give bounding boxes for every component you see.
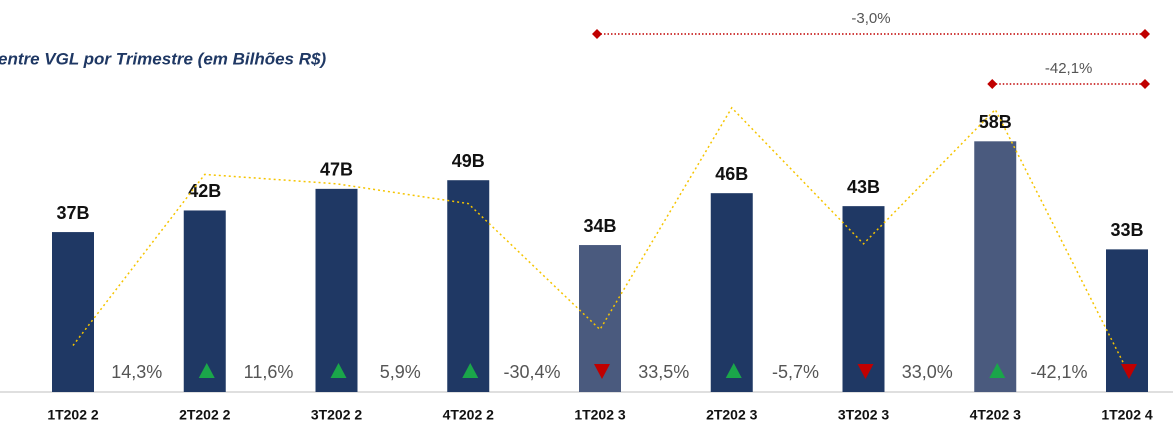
growth-line: [72, 106, 1128, 371]
bar-value-label: 47B: [320, 160, 353, 180]
bar-value-label: 34B: [583, 216, 616, 236]
bar: [842, 206, 885, 392]
x-tick-label: 3T202 2: [311, 407, 363, 423]
bar: [974, 141, 1017, 392]
growth-label: -30,4%: [503, 362, 560, 382]
x-tick-label: 4T202 2: [443, 407, 495, 423]
x-tick-label: 2T202 2: [179, 407, 231, 423]
growth-label: 33,5%: [638, 362, 689, 382]
bar-value-label: 42B: [188, 181, 221, 201]
growth-up-arrow: [330, 363, 347, 378]
bar-value-label: 46B: [715, 164, 748, 184]
growth-label: 14,3%: [111, 362, 162, 382]
bar: [183, 210, 226, 392]
x-tick-label: 3T202 3: [838, 407, 890, 423]
x-tick-label: 4T202 3: [970, 407, 1022, 423]
growth-down-arrow: [1121, 364, 1137, 379]
growth-up-arrow: [462, 363, 479, 378]
growth-label: 5,9%: [380, 362, 421, 382]
bar-value-label: 49B: [452, 151, 485, 171]
growth-label: 11,6%: [244, 362, 294, 382]
x-tick-label: 2T202 3: [706, 407, 758, 423]
growth-up-arrow: [725, 363, 742, 378]
annotation-diamond: [1140, 79, 1150, 89]
x-tick-label: 1T202 4: [1101, 407, 1153, 423]
annotation-label: -42,1%: [1045, 60, 1093, 77]
growth-down-arrow: [857, 364, 874, 379]
bar-value-label: 37B: [56, 203, 89, 223]
bar-value-label: 33B: [1110, 220, 1143, 240]
bar: [447, 180, 490, 392]
growth-label: -5,7%: [772, 362, 819, 382]
growth-label: 33,0%: [902, 362, 953, 382]
annotation-diamond: [592, 29, 602, 39]
growth-up-arrow: [198, 363, 215, 378]
chart-title: entre VGL por Trimestre (em Bilhões R$): [0, 49, 326, 68]
bar: [710, 193, 753, 392]
bar: [52, 232, 94, 392]
bar-value-label: 58B: [979, 112, 1012, 132]
annotation-diamond: [1140, 29, 1150, 39]
growth-label: -42,1%: [1030, 362, 1087, 382]
x-tick-label: 1T202 3: [574, 407, 626, 423]
annotation-diamond: [987, 79, 998, 89]
x-tick-label: 1T202 2: [47, 407, 99, 423]
growth-up-arrow: [989, 363, 1006, 378]
growth-down-arrow: [594, 364, 610, 379]
bar-value-label: 43B: [847, 177, 880, 197]
annotation-label: -3,0%: [851, 10, 890, 27]
bar: [315, 188, 358, 392]
